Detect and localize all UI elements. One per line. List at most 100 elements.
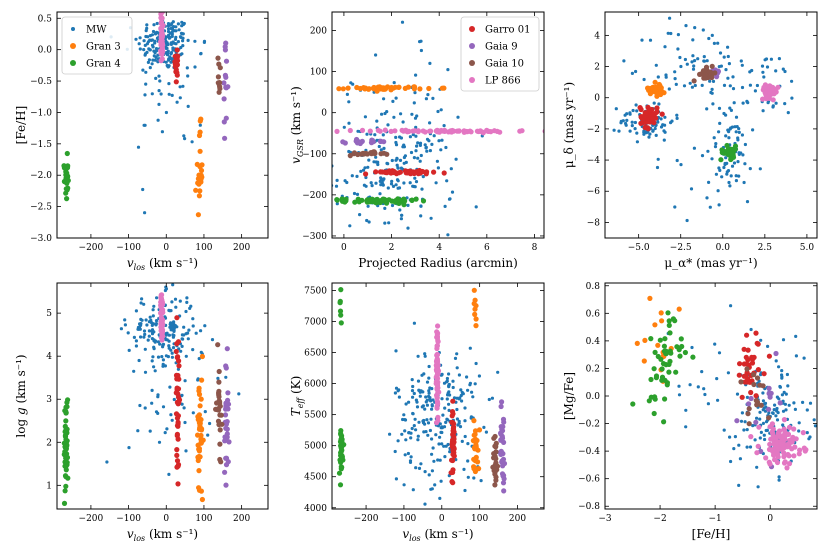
point-mw <box>372 160 376 164</box>
point-mw <box>758 167 762 171</box>
point-mw <box>210 338 215 342</box>
scatter-points <box>61 283 241 506</box>
y-tick-label: 7500 <box>304 286 327 296</box>
point-mw <box>722 165 726 170</box>
point-mw <box>772 408 776 412</box>
point-garro-01 <box>175 386 182 392</box>
point-mw <box>169 26 173 31</box>
point-mw <box>740 63 744 67</box>
point-gaia-9 <box>354 136 360 143</box>
point-mw <box>170 22 174 26</box>
point-mw <box>786 111 790 115</box>
point-lp-866 <box>159 39 165 46</box>
point-mw <box>411 384 415 389</box>
point-gran-4 <box>338 287 344 293</box>
point-mw <box>123 318 127 322</box>
y-tick-label: −2.0 <box>30 171 52 181</box>
point-mw <box>693 59 697 63</box>
point-lp-866 <box>359 127 366 133</box>
point-mw <box>790 96 794 100</box>
point-mw <box>383 206 387 210</box>
point-mw <box>477 374 481 378</box>
point-mw <box>374 155 378 159</box>
point-mw <box>359 169 363 173</box>
point-mw <box>634 69 638 74</box>
point-garro-01 <box>176 399 182 405</box>
point-mw <box>731 87 736 91</box>
point-mw <box>216 376 220 380</box>
point-mw <box>696 57 700 61</box>
point-mw <box>780 369 784 373</box>
point-lp-866 <box>375 127 381 133</box>
point-mw <box>679 64 683 69</box>
point-mw <box>479 479 483 483</box>
point-mw <box>378 192 382 196</box>
point-mw <box>737 174 741 178</box>
point-mw <box>774 69 778 73</box>
point-mw <box>442 124 446 128</box>
point-mw <box>183 137 187 141</box>
point-gaia-9 <box>224 346 230 352</box>
point-lp-866 <box>347 127 353 134</box>
point-mw <box>417 466 422 470</box>
point-mw <box>751 424 755 428</box>
point-gran-4 <box>337 298 343 304</box>
x-tick-label: −2.5 <box>670 243 692 253</box>
y-tick-label: 3 <box>46 395 52 405</box>
x-tick-label: 100 <box>195 243 212 253</box>
point-gran-3 <box>652 85 658 91</box>
point-mw <box>425 418 429 422</box>
point-gran-3 <box>195 414 201 420</box>
point-mw <box>426 421 431 425</box>
point-mw <box>367 158 371 162</box>
point-mw <box>434 433 438 437</box>
point-mw <box>748 445 753 449</box>
point-mw <box>191 348 195 352</box>
point-gaia-10 <box>216 394 222 400</box>
point-gaia-9 <box>499 471 506 477</box>
point-mw <box>394 349 398 353</box>
point-mw <box>355 192 360 196</box>
point-mw <box>186 337 190 341</box>
point-mw <box>426 433 430 437</box>
point-mw <box>700 83 704 87</box>
point-mw <box>777 365 781 369</box>
point-mw <box>166 27 171 31</box>
point-mw <box>358 213 362 217</box>
y-tick-label: 7000 <box>304 317 327 327</box>
point-mw <box>164 60 168 64</box>
point-gran-4 <box>383 197 389 203</box>
point-gran-4 <box>409 197 415 203</box>
point-mw <box>742 180 746 185</box>
x-axis-label: vlos (km s⁻¹) <box>127 256 198 272</box>
point-mw <box>371 240 374 243</box>
point-mw <box>143 211 147 215</box>
point-mw <box>406 226 410 230</box>
point-mw <box>185 296 189 300</box>
point-mw <box>722 111 726 116</box>
point-mw <box>439 108 443 112</box>
point-gaia-10 <box>215 74 221 80</box>
point-mw <box>732 447 736 451</box>
point-lp-866 <box>771 91 777 97</box>
point-mw <box>805 408 809 412</box>
point-gaia-10 <box>758 402 764 408</box>
point-mw <box>184 354 188 358</box>
point-lp-866 <box>442 128 448 134</box>
point-mw <box>142 329 147 333</box>
point-lp-866 <box>159 56 165 62</box>
point-mw <box>805 431 809 435</box>
point-gran-4 <box>336 470 343 476</box>
point-mw <box>144 318 148 322</box>
point-gran-3 <box>195 432 201 438</box>
point-mw <box>431 96 435 100</box>
point-mw <box>470 390 474 394</box>
point-gran-3 <box>198 172 204 178</box>
point-mw <box>793 407 798 411</box>
y-axis-label: vGSR (km s⁻¹) <box>289 86 305 164</box>
point-gran-4 <box>413 196 419 202</box>
point-mw <box>150 92 154 96</box>
point-garro-01 <box>379 169 385 175</box>
point-garro-01 <box>175 394 182 400</box>
point-mw <box>438 496 442 500</box>
